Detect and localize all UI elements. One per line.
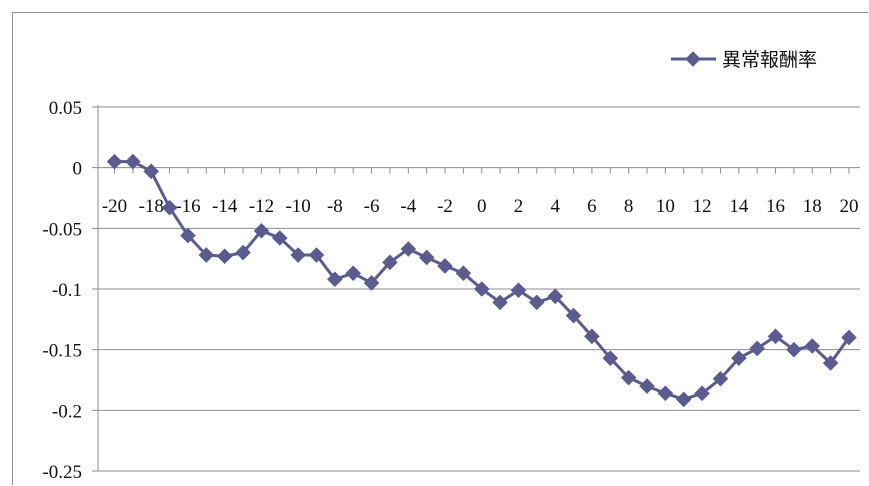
x-tick-label: 4: [550, 196, 560, 217]
chart-frame: [12, 12, 868, 485]
data-point: [363, 275, 380, 291]
y-tick-label: -0.15: [42, 341, 82, 362]
x-tick-label: -16: [175, 196, 200, 217]
data-point: [198, 247, 215, 263]
data-point: [473, 281, 490, 297]
x-tick-label: -6: [364, 196, 380, 217]
data-point: [125, 153, 141, 170]
data-point: [418, 249, 435, 266]
series-layer: [106, 153, 857, 408]
data-point: [547, 288, 563, 305]
x-tick-label: 10: [656, 196, 675, 217]
data-point: [382, 254, 398, 271]
x-tick-label: -10: [285, 196, 310, 217]
x-tick-label: 12: [693, 196, 712, 217]
legend-diamond-marker: [685, 51, 701, 67]
x-tick-label: 18: [803, 196, 822, 217]
data-point: [675, 391, 692, 408]
x-tick-label: 6: [587, 196, 597, 217]
x-tick-label: 16: [766, 196, 785, 217]
data-point: [271, 230, 288, 246]
data-point: [694, 385, 710, 402]
x-tick-label: -2: [437, 196, 453, 217]
data-point: [639, 378, 655, 394]
data-point: [786, 341, 802, 358]
data-point: [602, 350, 619, 366]
x-tick-label: -18: [139, 196, 164, 217]
data-point: [253, 223, 270, 239]
data-point: [565, 307, 582, 324]
x-tick-label: 8: [624, 196, 634, 217]
data-point: [437, 258, 453, 274]
x-tick-label: -20: [102, 196, 127, 217]
data-point: [400, 241, 417, 257]
data-point: [180, 227, 196, 244]
data-point: [749, 340, 765, 357]
y-tick-label: -0.1: [52, 280, 82, 301]
data-point: [455, 265, 472, 281]
data-point: [308, 247, 325, 263]
x-tick-label: -14: [212, 196, 238, 217]
legend-label: 異常報酬率: [722, 49, 817, 71]
x-tick-label: -12: [249, 196, 274, 217]
x-tick-label: 20: [839, 196, 858, 217]
y-tick-label: 0.05: [49, 98, 82, 119]
x-tick-label: 14: [729, 196, 749, 217]
data-point: [657, 385, 674, 402]
data-point: [106, 153, 123, 170]
x-tick-label: -8: [327, 196, 343, 217]
data-point: [767, 328, 784, 345]
data-point: [143, 163, 160, 180]
data-point: [161, 199, 178, 216]
data-point: [327, 271, 343, 288]
y-tick-label: -0.25: [42, 462, 82, 483]
x-tick-label: -4: [400, 196, 416, 217]
y-axis: 0.05 0 -0.05 -0.1 -0.15 -0.2 -0.25: [42, 98, 99, 483]
data-point: [345, 265, 361, 282]
x-tick-label: 2: [514, 196, 524, 217]
y-tick-label: -0.2: [52, 401, 82, 422]
x-axis: -20 -18 -16 -14 -12 -10 -8 -6 -4 -2 0 2 4 6 8 10 12 14 16 1…: [102, 167, 858, 217]
data-point: [216, 248, 233, 265]
legend: 異常報酬率: [671, 49, 817, 71]
x-tick-label: 0: [477, 196, 487, 217]
data-point: [529, 294, 545, 311]
data-point: [492, 294, 508, 311]
data-point: [510, 282, 527, 298]
data-point: [804, 338, 821, 354]
data-point: [290, 247, 306, 263]
y-tick-label: 0: [73, 159, 83, 180]
y-tick-label: -0.05: [42, 219, 82, 240]
